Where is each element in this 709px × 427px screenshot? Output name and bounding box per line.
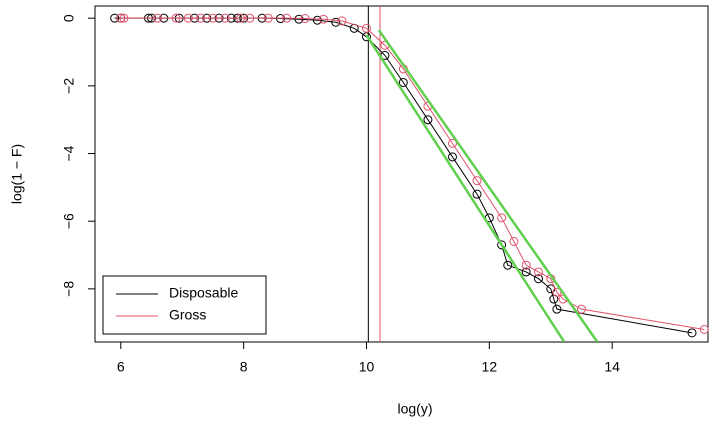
data-point	[236, 13, 246, 23]
y-axis-label: log(1 − F)	[9, 144, 25, 204]
data-point	[521, 260, 531, 270]
x-tick-label: 12	[482, 359, 498, 375]
plot-frame	[94, 5, 709, 343]
data-point	[263, 13, 273, 23]
fit-line	[377, 29, 599, 342]
data-point	[110, 13, 120, 23]
data-point	[509, 237, 519, 247]
data-point	[245, 13, 255, 23]
data-point	[552, 287, 562, 297]
data-point	[699, 324, 709, 334]
data-point	[533, 274, 543, 284]
x-axis-label: log(y)	[397, 401, 432, 417]
data-point	[220, 13, 230, 23]
legend-label: Gross	[169, 307, 206, 323]
data-point	[521, 267, 531, 277]
data-point	[183, 13, 193, 23]
data-point	[318, 14, 328, 24]
data-point	[447, 138, 457, 148]
data-point	[576, 304, 586, 314]
x-tick-label: 8	[240, 359, 248, 375]
data-point	[331, 17, 341, 27]
data-point	[337, 16, 347, 26]
data-point	[119, 13, 129, 23]
data-point	[116, 13, 126, 23]
data-point	[171, 13, 181, 23]
y-tick-label: 0	[61, 14, 77, 22]
data-point	[398, 77, 408, 87]
data-point	[312, 15, 322, 25]
data-point	[552, 304, 562, 314]
data-point	[503, 260, 513, 270]
data-point	[208, 13, 218, 23]
data-point	[282, 13, 292, 23]
data-point	[447, 152, 457, 162]
data-point	[300, 14, 310, 24]
data-point	[497, 213, 507, 223]
data-point	[687, 328, 697, 338]
y-tick-label: −2	[61, 78, 77, 94]
data-point	[196, 13, 206, 23]
data-point	[497, 240, 507, 250]
x-tick-label: 6	[117, 359, 125, 375]
fit-line	[365, 34, 566, 342]
data-point	[423, 115, 433, 125]
data-point	[153, 13, 163, 23]
legend-label: Disposable	[169, 285, 238, 301]
data-point	[472, 176, 482, 186]
series-line	[120, 17, 705, 330]
y-tick-label: −8	[61, 281, 77, 297]
legend-box	[102, 275, 267, 335]
data-point	[294, 14, 304, 24]
y-tick-label: −6	[61, 213, 77, 229]
x-tick-label: 14	[604, 359, 620, 375]
y-tick-label: −4	[61, 145, 77, 161]
data-point	[472, 189, 482, 199]
data-point	[361, 23, 371, 33]
plot-area	[110, 6, 709, 342]
data-point	[533, 267, 543, 277]
x-tick-label: 10	[359, 359, 375, 375]
